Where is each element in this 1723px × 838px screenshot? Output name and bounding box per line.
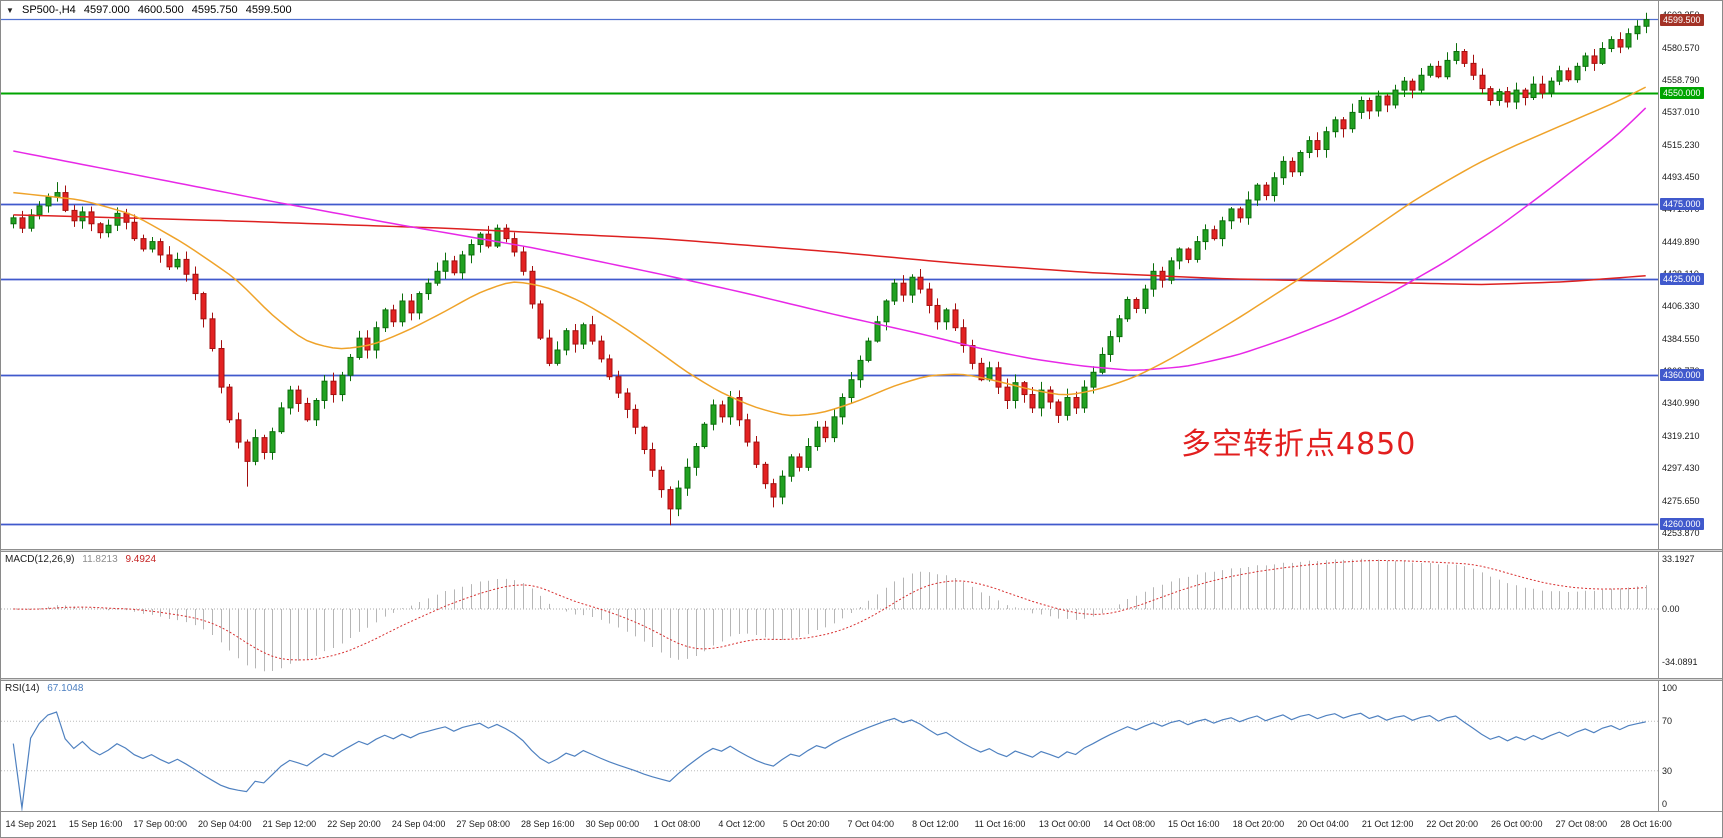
time-label: 27 Oct 08:00 [1555, 819, 1608, 829]
time-label: 15 Oct 16:00 [1168, 819, 1220, 829]
rsi-value: 67.1048 [47, 683, 84, 694]
rsi-axis[interactable]: 100 70 30 0 [1658, 681, 1722, 811]
rsi-panel: 100 70 30 0 RSI(14) 67.1048 [1, 681, 1722, 811]
price-axis-tick: 4275.650 [1662, 496, 1700, 506]
price-panel: 4602.3504580.5704558.7904537.0104515.230… [1, 1, 1722, 549]
time-label: 22 Sep 20:00 [327, 819, 381, 829]
price-axis-tick: 4406.330 [1662, 301, 1700, 311]
hline-price-badge: 4550.000 [1660, 87, 1704, 99]
macd-main-value: 11.8213 [82, 554, 118, 565]
price-axis-tick: 4253.870 [1662, 528, 1700, 538]
time-label: 1 Oct 08:00 [653, 819, 701, 829]
price-axis-tick: 4515.230 [1662, 140, 1700, 150]
macd-canvas[interactable] [1, 552, 1658, 678]
chart-ohlc-label: ▼ SP500-,H4 4597.000 4600.500 4595.750 4… [6, 4, 297, 16]
rsi-axis-tick: 30 [1662, 766, 1673, 776]
price-axis-tick: 4319.210 [1662, 431, 1700, 441]
time-label: 8 Oct 12:00 [912, 819, 959, 829]
time-label: 14 Oct 08:00 [1103, 819, 1155, 829]
price-axis-tick: 4297.430 [1662, 463, 1700, 473]
macd-signal-value: 9.4924 [125, 554, 157, 565]
time-label: 22 Oct 20:00 [1426, 819, 1478, 829]
low-value: 4595.750 [191, 4, 238, 16]
time-label: 5 Oct 20:00 [782, 819, 830, 829]
rsi-name: RSI(14) [5, 683, 40, 694]
symbol-timeframe-label: SP500-,H4 [21, 4, 76, 16]
time-label: 26 Oct 00:00 [1491, 819, 1543, 829]
hline-price-badge: 4425.000 [1660, 273, 1704, 285]
macd-axis[interactable]: 33.1927 0.00 -34.0891 [1658, 552, 1722, 678]
macd-axis-tick: 33.1927 [1662, 554, 1695, 564]
panel-divider[interactable] [1, 678, 1722, 681]
time-label: 21 Oct 12:00 [1361, 819, 1414, 829]
time-label: 20 Oct 04:00 [1297, 819, 1349, 829]
macd-panel: 33.1927 0.00 -34.0891 MACD(12,26,9) 11.821… [1, 552, 1722, 678]
macd-axis-tick: 0.00 [1662, 604, 1680, 614]
rsi-label: RSI(14) 67.1048 [5, 683, 88, 694]
rsi-axis-tick: 0 [1662, 799, 1668, 809]
hline-price-badge: 4475.000 [1660, 198, 1704, 210]
hline-price-badge: 4360.000 [1660, 369, 1704, 381]
quick-trade-toggle-icon[interactable]: ▼ [6, 6, 14, 15]
time-label: 15 Sep 16:00 [68, 819, 123, 829]
macd-axis-tick: -34.0891 [1662, 657, 1698, 667]
macd-label: MACD(12,26,9) 11.8213 9.4924 [5, 554, 161, 565]
rsi-canvas[interactable] [1, 681, 1658, 811]
time-label: 7 Oct 04:00 [847, 819, 895, 829]
time-label: 11 Oct 16:00 [974, 819, 1026, 829]
price-chart-canvas[interactable] [1, 1, 1658, 549]
current-price-badge: 4599.500 [1660, 14, 1704, 26]
time-label: 30 Sep 00:00 [585, 819, 640, 829]
price-axis-tick: 4537.010 [1662, 107, 1700, 117]
time-label: 20 Sep 04:00 [198, 819, 252, 829]
trend-annotation: 多空转折点4850 [1181, 427, 1417, 462]
open-value: 4597.000 [83, 4, 130, 16]
price-axis-tick: 4384.550 [1662, 334, 1700, 344]
rsi-axis-tick: 100 [1662, 683, 1678, 693]
panel-divider[interactable] [1, 549, 1722, 552]
price-axis-tick: 4340.990 [1662, 398, 1700, 408]
time-label: 24 Sep 04:00 [391, 819, 446, 829]
high-value: 4600.500 [137, 4, 184, 16]
time-label: 27 Sep 08:00 [456, 819, 510, 829]
time-label: 28 Sep 16:00 [521, 819, 575, 829]
price-axis-tick: 4493.450 [1662, 172, 1700, 182]
time-label: 4 Oct 12:00 [718, 819, 765, 829]
rsi-axis-tick: 70 [1662, 716, 1673, 726]
time-label: 13 Oct 00:00 [1038, 819, 1091, 829]
macd-name: MACD(12,26,9) [5, 554, 75, 565]
time-label: 17 Sep 00:00 [133, 819, 187, 829]
time-label: 28 Oct 16:00 [1620, 819, 1672, 829]
price-axis-tick: 4449.890 [1662, 237, 1700, 247]
time-label: 21 Sep 12:00 [262, 819, 317, 829]
price-axis-tick: 4580.570 [1662, 43, 1700, 53]
time-axis[interactable]: 14 Sep 2021 15 Sep 16:00 17 Sep 00:00 20 Se… [1, 811, 1722, 837]
time-label: 14 Sep 2021 [5, 819, 57, 829]
time-label: 18 Oct 20:00 [1232, 819, 1285, 829]
close-value: 4599.500 [245, 4, 292, 16]
price-axis[interactable]: 4602.3504580.5704558.7904537.0104515.230… [1658, 1, 1722, 549]
hline-price-badge: 4260.000 [1660, 518, 1704, 530]
price-axis-tick: 4558.790 [1662, 75, 1700, 85]
